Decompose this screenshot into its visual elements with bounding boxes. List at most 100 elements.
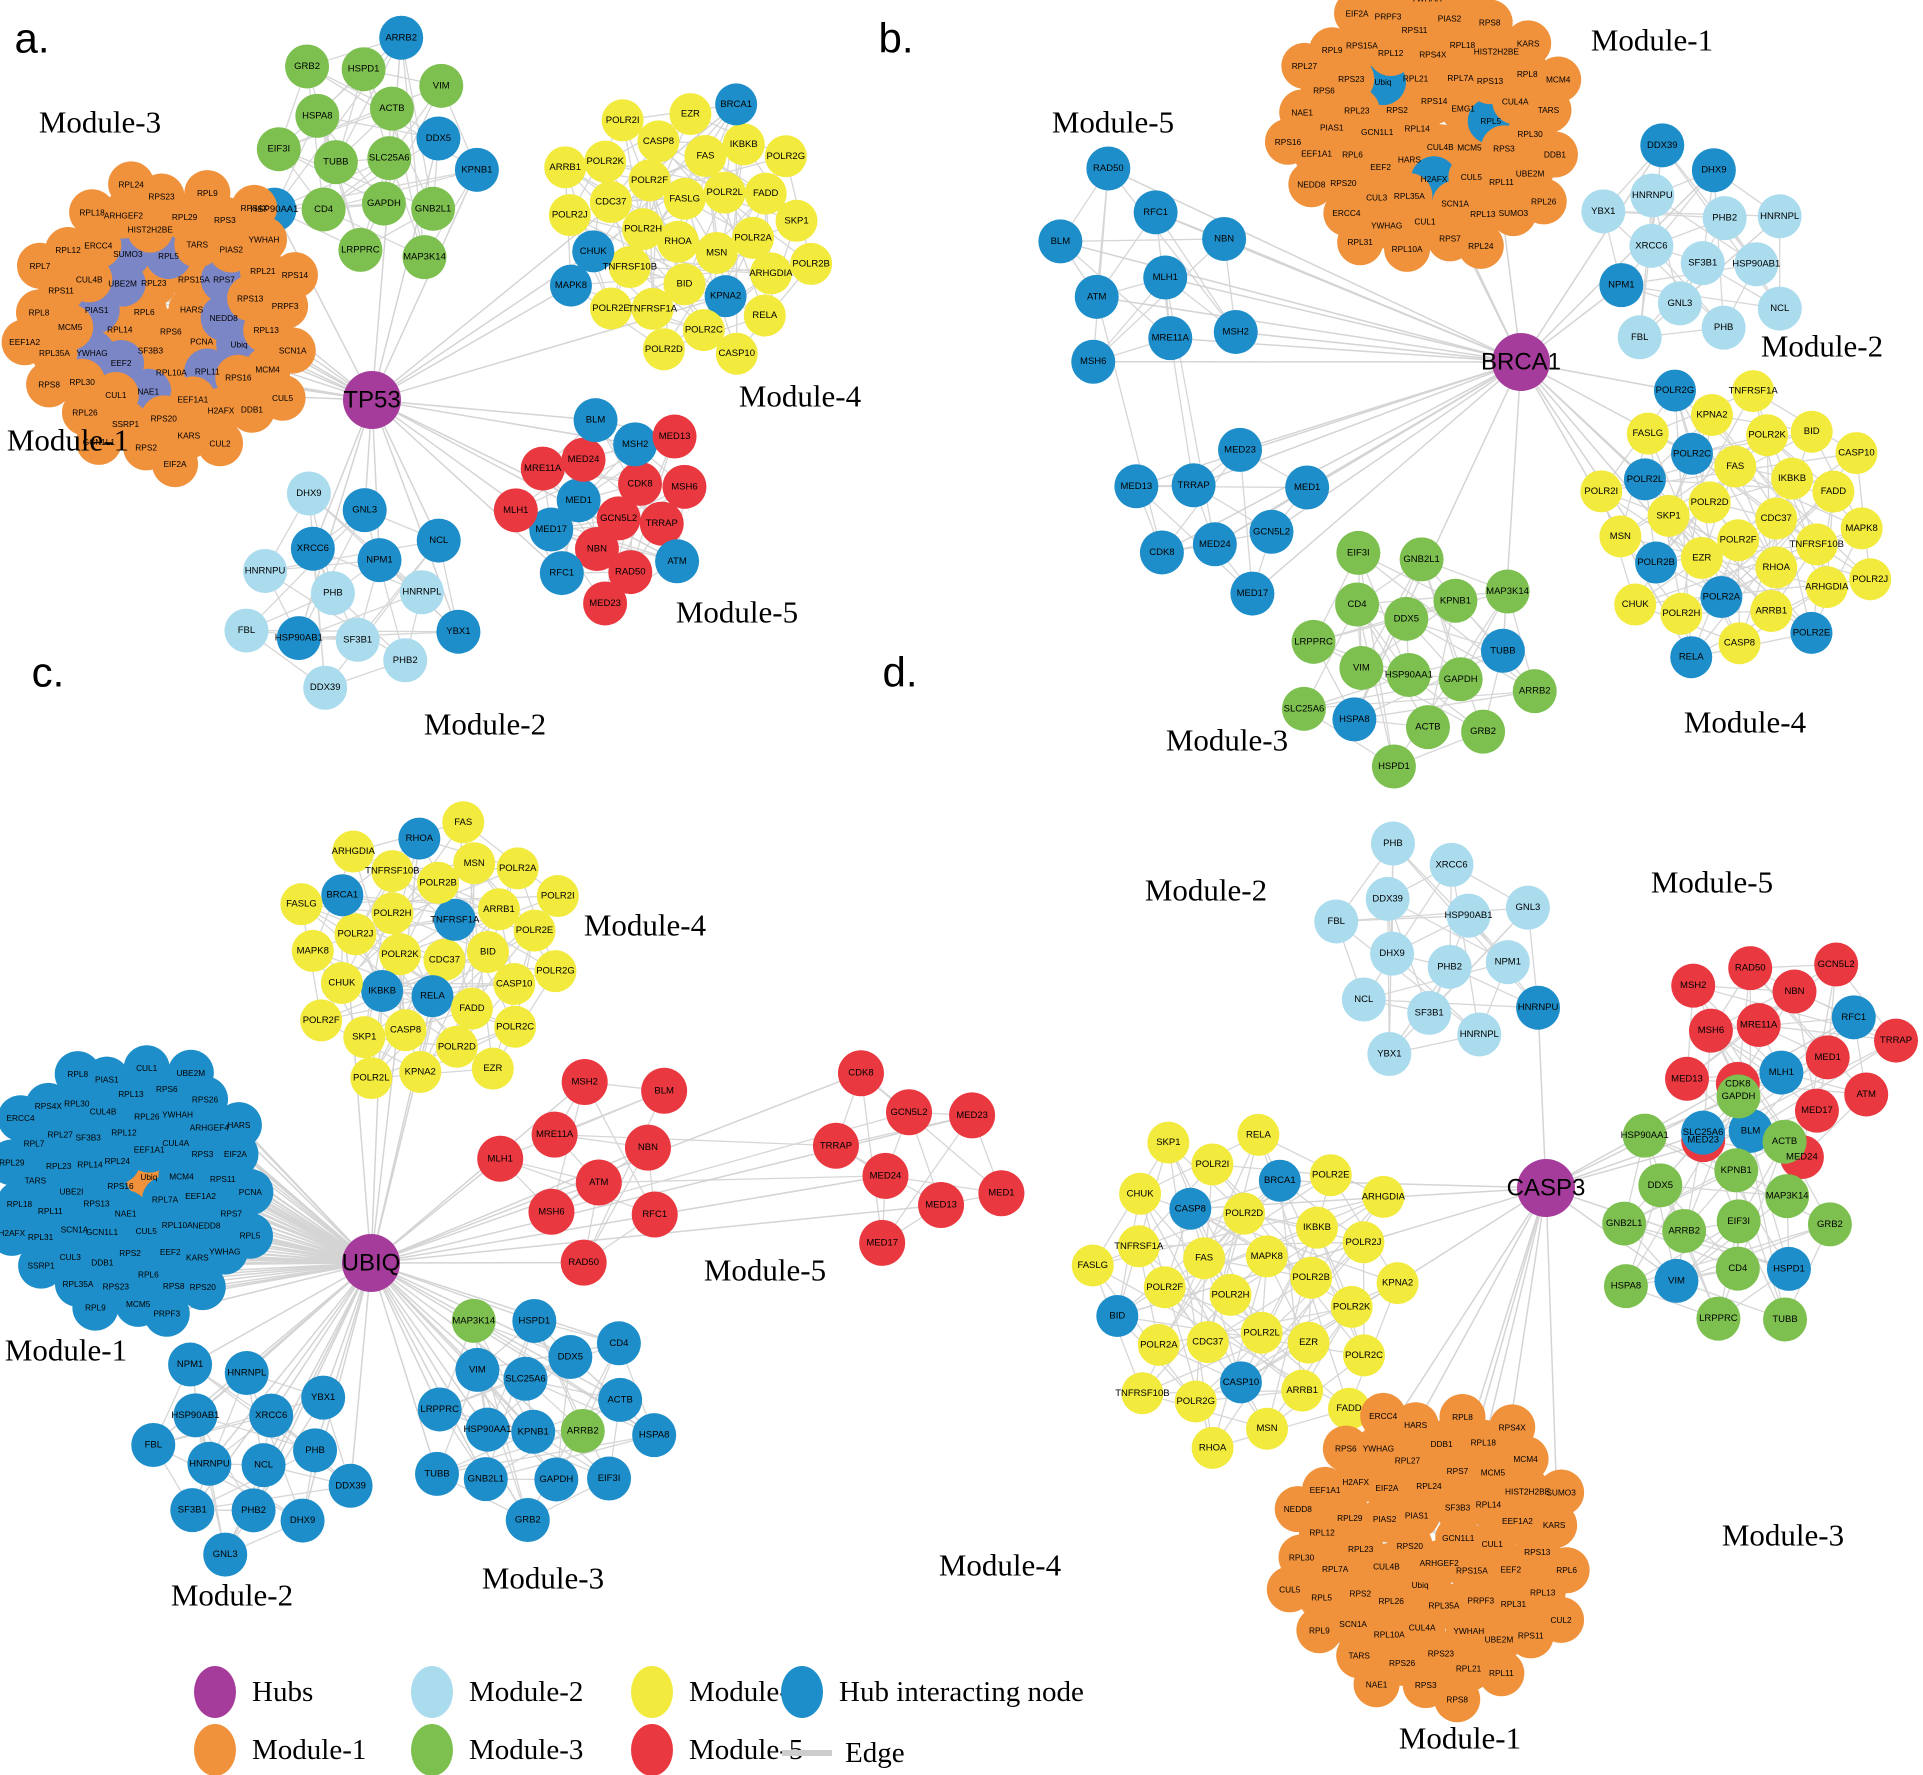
node-TUBB xyxy=(414,1451,459,1496)
hub-label-CASP3: CASP3 xyxy=(1507,1175,1586,1202)
node-label-SLC25A6: SLC25A6 xyxy=(505,1373,546,1384)
node-label-POLR2A: POLR2A xyxy=(1703,592,1741,603)
node-label-RPS13: RPS13 xyxy=(1477,76,1504,86)
node-MED13 xyxy=(1665,1056,1710,1101)
node-label-RPS23: RPS23 xyxy=(148,191,175,201)
edge xyxy=(1239,449,1254,594)
module-label-Module-4: Module-4 xyxy=(584,908,707,943)
node-CDK8 xyxy=(837,1050,884,1097)
node-YBX1 xyxy=(1367,1032,1412,1077)
node-label-RPS23: RPS23 xyxy=(103,1281,130,1291)
node-label-MED23: MED23 xyxy=(1687,1135,1719,1146)
legend-label-edge: Edge xyxy=(845,1737,905,1769)
node-UBE2M xyxy=(167,1049,214,1096)
node-CDK8 xyxy=(1139,530,1184,575)
node-DDX39 xyxy=(1365,876,1410,921)
edge xyxy=(306,66,325,210)
node-label-SF3B1: SF3B1 xyxy=(343,634,372,645)
node-label-KPNB1: KPNB1 xyxy=(518,1426,549,1437)
node-label-DHX9: DHX9 xyxy=(1701,165,1726,176)
panel-letter-c: c. xyxy=(32,649,65,696)
node-label-SF3B1: SF3B1 xyxy=(178,1505,207,1516)
node-label-ATM: ATM xyxy=(1087,291,1106,302)
hub-edge xyxy=(189,1262,372,1366)
node-MAP3K14 xyxy=(451,1298,496,1343)
node-RAD50 xyxy=(1728,946,1773,991)
node-label-DDX5: DDX5 xyxy=(558,1352,583,1363)
node-label-HARS: HARS xyxy=(1398,154,1422,164)
node-label-DHX9: DHX9 xyxy=(296,488,321,499)
node-label-POLR2C: POLR2C xyxy=(496,1021,534,1032)
node-MSH2 xyxy=(1671,963,1716,1008)
node-MAPK8 xyxy=(291,929,334,972)
node-label-HNRNPL: HNRNPL xyxy=(1760,211,1799,222)
node-MRE11A xyxy=(1148,316,1193,361)
node-label-MED23: MED23 xyxy=(956,1110,988,1121)
node-label-TNFRSF1A: TNFRSF1A xyxy=(430,914,480,925)
node-NPM1 xyxy=(1599,263,1644,308)
node-label-MED1: MED1 xyxy=(1294,482,1320,493)
node-ATM xyxy=(575,1159,622,1206)
node-label-CHUK: CHUK xyxy=(580,246,608,257)
edge xyxy=(364,510,406,661)
node-label-GCN1L1: GCN1L1 xyxy=(86,1227,119,1237)
node-label-HSP90AB1: HSP90AB1 xyxy=(275,633,323,644)
node-label-POLR2F: POLR2F xyxy=(1146,1282,1183,1293)
node-label-ACTB: ACTB xyxy=(1772,1136,1797,1147)
node-POLR2H xyxy=(1209,1273,1252,1316)
node-POLR2A xyxy=(1700,576,1743,619)
node-label-MSH6: MSH6 xyxy=(1080,356,1106,367)
node-RPL24 xyxy=(1457,222,1504,269)
node-CASP10 xyxy=(1219,1361,1262,1404)
node-HNRNPU xyxy=(1630,173,1675,218)
node-HNRNPU xyxy=(243,548,288,593)
node-RPL24 xyxy=(108,161,155,208)
node-label-RPL27: RPL27 xyxy=(1395,1456,1421,1466)
node-label-RPL9: RPL9 xyxy=(85,1303,106,1313)
nodes-layer xyxy=(1038,0,1892,789)
node-ARRB1 xyxy=(477,888,520,931)
node-label-VIM: VIM xyxy=(1353,662,1370,673)
node-label-FAS: FAS xyxy=(454,817,472,828)
hub-edge xyxy=(371,285,572,401)
node-FADD xyxy=(744,172,787,215)
node-label-RPL21: RPL21 xyxy=(1403,73,1429,83)
node-MED1 xyxy=(556,478,601,523)
node-PHB xyxy=(1370,821,1415,866)
edge xyxy=(1420,559,1484,732)
node-label-POLR2H: POLR2H xyxy=(374,908,412,919)
node-label-NCL: NCL xyxy=(1354,994,1373,1005)
node-GNB2L1 xyxy=(411,186,456,231)
node-label-RPL30: RPL30 xyxy=(1289,1552,1315,1562)
edge xyxy=(1060,238,1225,243)
edge xyxy=(525,1378,655,1436)
node-label-RPS4X: RPS4X xyxy=(1419,50,1447,60)
node-label-MCM4: MCM4 xyxy=(169,1171,194,1181)
node-label-RPL9: RPL9 xyxy=(197,188,218,198)
node-POLR2I xyxy=(536,875,579,918)
node-label-RPL5: RPL5 xyxy=(158,251,179,261)
node-label-TUBB: TUBB xyxy=(424,1468,449,1479)
node-PHB xyxy=(310,571,355,616)
node-label-MCM4: MCM4 xyxy=(255,365,280,375)
node-POLR2J xyxy=(548,194,591,237)
node-label-HSP90AA1: HSP90AA1 xyxy=(464,1424,512,1435)
hub-edge xyxy=(1060,240,1522,363)
node-SKP1 xyxy=(1147,1121,1190,1164)
node-POLR2K xyxy=(379,933,422,976)
node-RAD50 xyxy=(608,550,653,595)
edge xyxy=(324,540,440,689)
node-label-ARRB1: ARRB1 xyxy=(1286,1385,1318,1396)
node-EIF3I xyxy=(1336,530,1381,575)
node-KPNA2 xyxy=(1690,394,1733,437)
node-label-CDC37: CDC37 xyxy=(595,196,626,207)
node-label-RPL5: RPL5 xyxy=(1480,116,1501,126)
node-label-DDX5: DDX5 xyxy=(426,133,451,144)
node-GRB2 xyxy=(1807,1202,1852,1247)
node-label-RPL29: RPL29 xyxy=(172,212,198,222)
node-label-RPL23: RPL23 xyxy=(1348,1544,1374,1554)
node-label-KARS: KARS xyxy=(1517,38,1540,48)
node-label-RPL18: RPL18 xyxy=(1450,40,1476,50)
node-label-NPM1: NPM1 xyxy=(1608,280,1634,291)
node-label-Ubiq: Ubiq xyxy=(1412,1580,1429,1590)
